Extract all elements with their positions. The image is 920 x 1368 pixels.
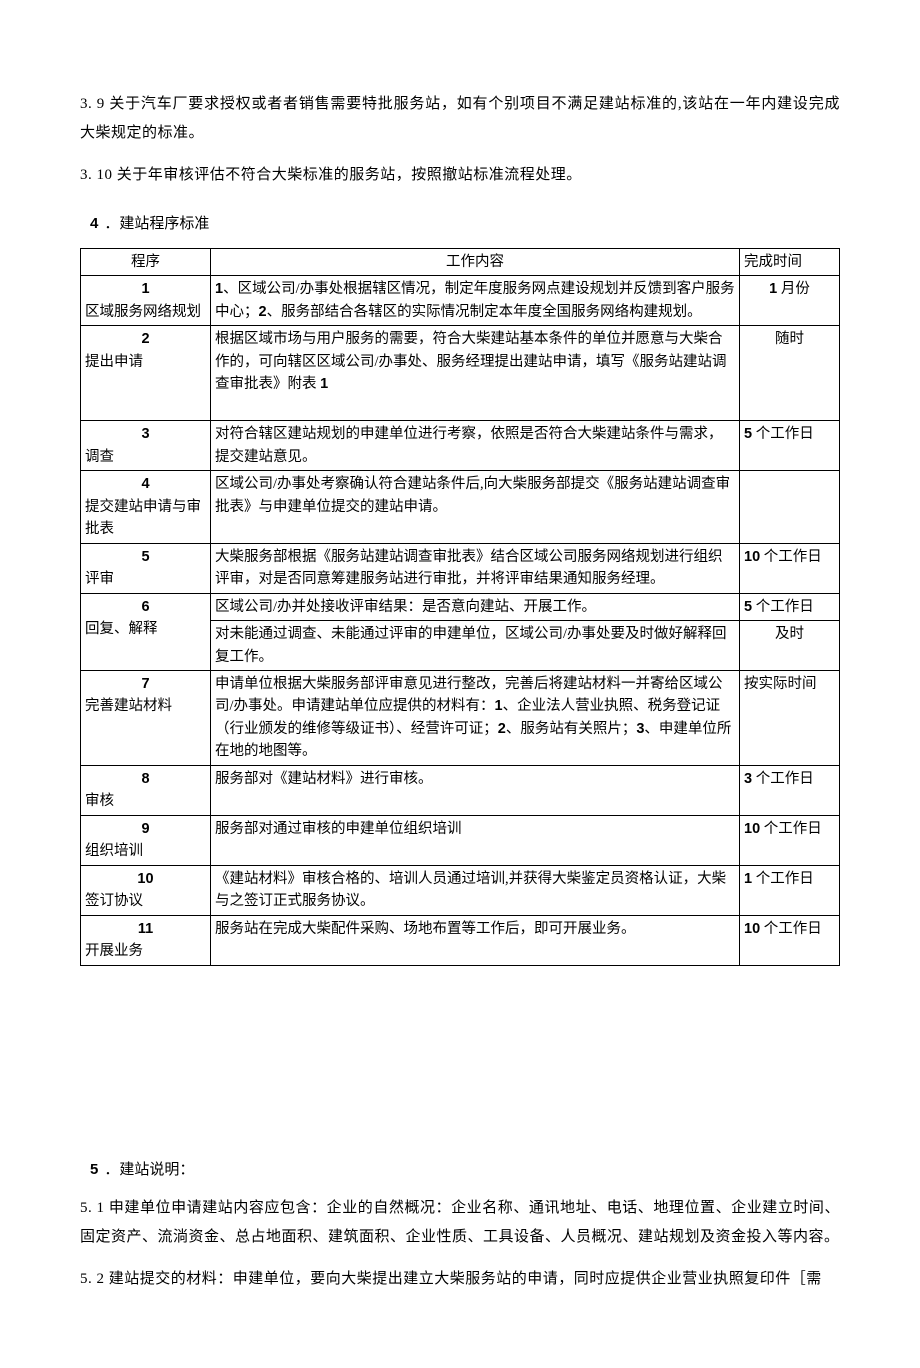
time-cell xyxy=(740,471,840,543)
section-5-num: 5 xyxy=(90,1161,98,1178)
time-cell: 10 个工作日 xyxy=(740,543,840,593)
proc-cell: 2提出申请 xyxy=(81,326,211,421)
proc-cell: 3调查 xyxy=(81,421,211,471)
proc-cell: 6回复、解释 xyxy=(81,593,211,670)
paragraph-3-10: 3. 10 关于年审核评估不符合大柴标准的服务站，按照撤站标准流程处理。 xyxy=(80,161,840,190)
proc-cell: 1区域服务网络规划 xyxy=(81,276,211,326)
table-header-row: 程序 工作内容 完成时间 xyxy=(81,249,840,276)
table-row: 6回复、解释区域公司/办并处接收评审结果：是否意向建站、开展工作。5 个工作日 xyxy=(81,593,840,620)
section-5-heading: 5 ．建站说明： xyxy=(90,1156,840,1185)
table-row: 1区域服务网络规划1、区域公司/办事处根据辖区情况，制定年度服务网点建设规划并反… xyxy=(81,276,840,326)
spacer xyxy=(80,1006,840,1136)
time-cell: 3 个工作日 xyxy=(740,765,840,815)
section-4-heading: 4 ．建站程序标准 xyxy=(90,210,840,239)
time-cell: 1 月份 xyxy=(740,276,840,326)
proc-cell: 11开展业务 xyxy=(81,915,211,965)
table-row: 2提出申请根据区域市场与用户服务的需要，符合大柴建站基本条件的单位并愿意与大柴合… xyxy=(81,326,840,421)
paragraph-5-1: 5. 1 申建单位申请建站内容应包含：企业的自然概况：企业名称、通讯地址、电话、… xyxy=(80,1194,840,1251)
table-body: 1区域服务网络规划1、区域公司/办事处根据辖区情况，制定年度服务网点建设规划并反… xyxy=(81,276,840,965)
content-cell: 1、区域公司/办事处根据辖区情况，制定年度服务网点建设规划并反馈到客户服务中心；… xyxy=(211,276,740,326)
content-cell: 服务站在完成大柴配件采购、场地布置等工作后，即可开展业务。 xyxy=(211,915,740,965)
header-time: 完成时间 xyxy=(740,249,840,276)
section-4-num: 4 xyxy=(90,215,98,232)
paragraph-5-2: 5. 2 建站提交的材料：申建单位，要向大柴提出建立大柴服务站的申请，同时应提供… xyxy=(80,1265,840,1294)
time-cell: 随时 xyxy=(740,326,840,421)
time-cell: 10 个工作日 xyxy=(740,815,840,865)
table-row: 9组织培训服务部对通过审核的申建单位组织培训10 个工作日 xyxy=(81,815,840,865)
content-cell: 服务部对通过审核的申建单位组织培训 xyxy=(211,815,740,865)
content-cell: 服务部对《建站材料》进行审核。 xyxy=(211,765,740,815)
header-proc: 程序 xyxy=(81,249,211,276)
table-row: 7完善建站材料申请单位根据大柴服务部评审意见进行整改，完善后将建站材料一并寄给区… xyxy=(81,670,840,765)
proc-cell: 7完善建站材料 xyxy=(81,670,211,765)
content-cell: 对未能通过调查、未能通过评审的申建单位，区域公司/办事处要及时做好解释回复工作。 xyxy=(211,621,740,671)
content-cell: 根据区域市场与用户服务的需要，符合大柴建站基本条件的单位并愿意与大柴合作的，可向… xyxy=(211,326,740,421)
proc-cell: 10签订协议 xyxy=(81,865,211,915)
time-cell: 5 个工作日 xyxy=(740,593,840,620)
paragraph-3-9: 3. 9 关于汽车厂要求授权或者者销售需要特批服务站，如有个别项目不满足建站标准… xyxy=(80,90,840,147)
content-cell: 对符合辖区建站规划的申建单位进行考察，依照是否符合大柴建站条件与需求，提交建站意… xyxy=(211,421,740,471)
content-cell: 区域公司/办并处接收评审结果：是否意向建站、开展工作。 xyxy=(211,593,740,620)
table-row: 4提交建站申请与审批表区域公司/办事处考察确认符合建站条件后,向大柴服务部提交《… xyxy=(81,471,840,543)
proc-cell: 5评审 xyxy=(81,543,211,593)
proc-cell: 4提交建站申请与审批表 xyxy=(81,471,211,543)
section-5-title: ．建站说明： xyxy=(104,1162,194,1178)
content-cell: 大柴服务部根据《服务站建站调查审批表》结合区域公司服务网络规划进行组织评审，对是… xyxy=(211,543,740,593)
content-cell: 《建站材料》审核合格的、培训人员通过培训,并获得大柴鉴定员资格认证，大柴与之签订… xyxy=(211,865,740,915)
table-row: 11开展业务服务站在完成大柴配件采购、场地布置等工作后，即可开展业务。 10 个… xyxy=(81,915,840,965)
proc-cell: 8审核 xyxy=(81,765,211,815)
table-row: 8审核服务部对《建站材料》进行审核。3 个工作日 xyxy=(81,765,840,815)
table-row: 3调查对符合辖区建站规划的申建单位进行考察，依照是否符合大柴建站条件与需求，提交… xyxy=(81,421,840,471)
header-content: 工作内容 xyxy=(211,249,740,276)
time-cell: 1 个工作日 xyxy=(740,865,840,915)
table-row: 5评审大柴服务部根据《服务站建站调查审批表》结合区域公司服务网络规划进行组织评审… xyxy=(81,543,840,593)
table-row: 10签订协议《建站材料》审核合格的、培训人员通过培训,并获得大柴鉴定员资格认证，… xyxy=(81,865,840,915)
time-cell: 10 个工作日 xyxy=(740,915,840,965)
section-4-title: ．建站程序标准 xyxy=(104,216,209,232)
content-cell: 区域公司/办事处考察确认符合建站条件后,向大柴服务部提交《服务站建站调查审批表》… xyxy=(211,471,740,543)
procedure-table: 程序 工作内容 完成时间 1区域服务网络规划1、区域公司/办事处根据辖区情况，制… xyxy=(80,248,840,966)
time-cell: 及时 xyxy=(740,621,840,671)
proc-cell: 9组织培训 xyxy=(81,815,211,865)
time-cell: 按实际时间 xyxy=(740,670,840,765)
time-cell: 5 个工作日 xyxy=(740,421,840,471)
content-cell: 申请单位根据大柴服务部评审意见进行整改，完善后将建站材料一并寄给区域公司/办事处… xyxy=(211,670,740,765)
